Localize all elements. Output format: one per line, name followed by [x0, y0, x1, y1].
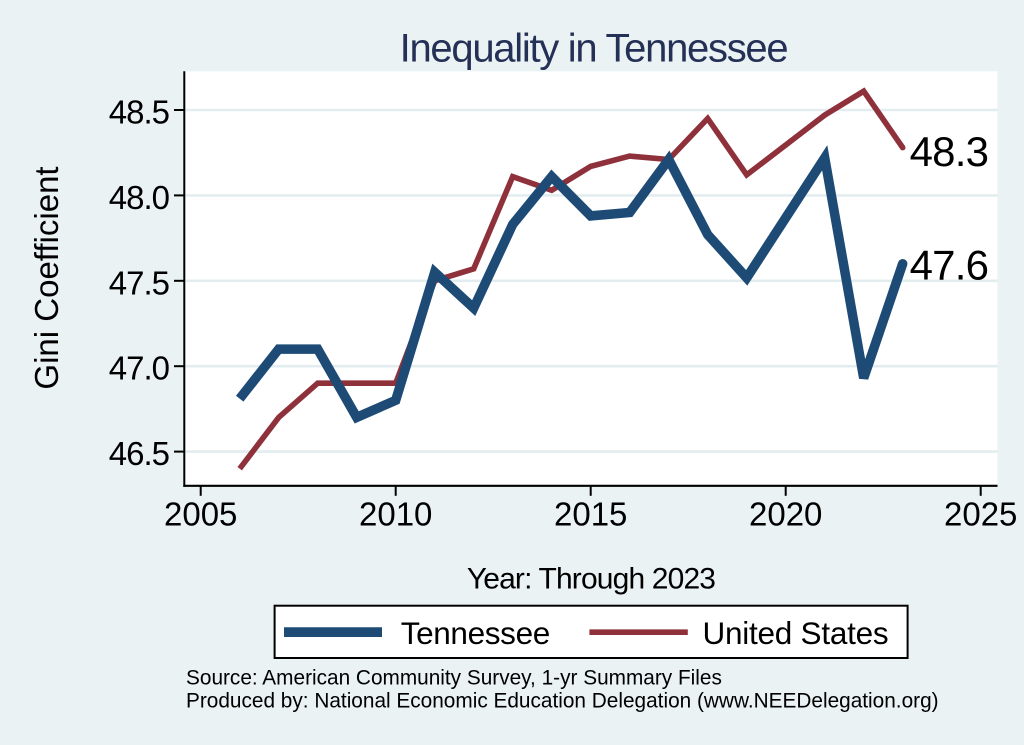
svg-text:Gini Coefficient: Gini Coefficient	[28, 166, 65, 389]
svg-text:Inequality in Tennessee: Inequality in Tennessee	[400, 27, 788, 71]
svg-text:Produced by: National Economic: Produced by: National Economic Education…	[186, 690, 939, 713]
svg-text:2010: 2010	[359, 496, 432, 533]
svg-text:47.0: 47.0	[109, 350, 170, 387]
svg-text:48.3: 48.3	[910, 128, 989, 175]
svg-text:48.5: 48.5	[109, 94, 169, 131]
svg-text:Source: American Community Sur: Source: American Community Survey, 1-yr …	[186, 666, 722, 689]
svg-text:2020: 2020	[749, 496, 822, 533]
svg-text:Tennessee: Tennessee	[401, 615, 550, 651]
svg-text:Year: Through 2023: Year: Through 2023	[467, 562, 715, 595]
svg-text:47.5: 47.5	[109, 264, 169, 301]
svg-text:46.5: 46.5	[109, 435, 169, 472]
svg-text:2015: 2015	[554, 496, 627, 533]
svg-text:47.6: 47.6	[910, 242, 989, 289]
svg-text:2025: 2025	[944, 496, 1017, 533]
svg-text:2005: 2005	[164, 496, 237, 533]
svg-text:48.0: 48.0	[109, 179, 170, 216]
svg-text:United States: United States	[703, 615, 889, 651]
